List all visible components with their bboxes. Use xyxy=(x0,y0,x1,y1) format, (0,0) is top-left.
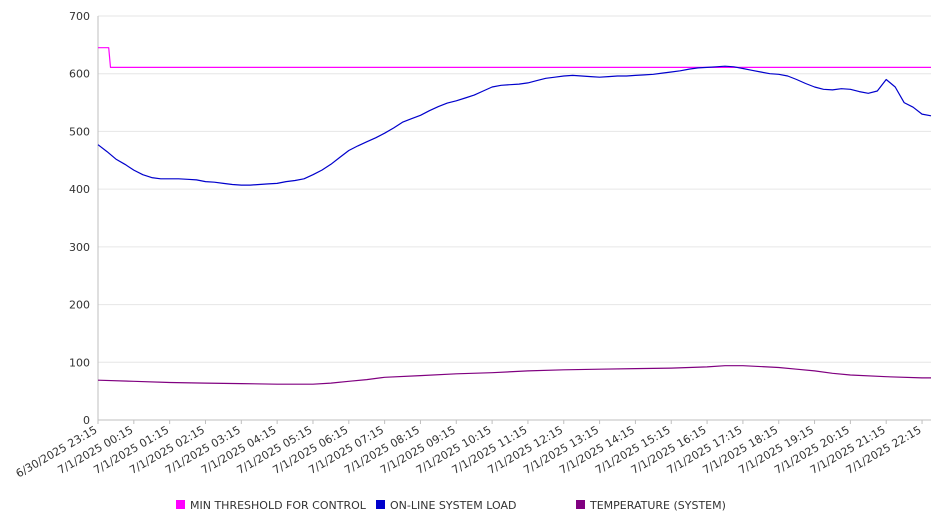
legend-swatch xyxy=(576,500,585,509)
legend-swatch xyxy=(176,500,185,509)
legend-label: ON-LINE SYSTEM LOAD xyxy=(390,499,516,512)
y-tick-label: 400 xyxy=(69,183,90,196)
series-line-2 xyxy=(97,365,931,385)
x-tick-labels: 6/30/2025 23:157/1/2025 00:157/1/2025 01… xyxy=(14,423,924,480)
legend-label: TEMPERATURE (SYSTEM) xyxy=(589,499,726,512)
series-lines xyxy=(97,47,932,385)
y-tick-label: 0 xyxy=(83,414,90,427)
series-line-1 xyxy=(97,65,932,186)
grid-lines xyxy=(98,15,931,363)
y-tick-labels: 0 100 200 300 400 500 600 700 xyxy=(69,10,90,427)
y-tick-label: 600 xyxy=(69,68,90,81)
series-line-0 xyxy=(98,47,931,68)
legend-label: MIN THRESHOLD FOR CONTROL xyxy=(190,499,367,512)
y-tick-label: 500 xyxy=(69,125,90,138)
axes xyxy=(97,16,931,424)
legend-swatch xyxy=(376,500,385,509)
y-tick-label: 300 xyxy=(69,241,90,254)
legend: MIN THRESHOLD FOR CONTROL ON-LINE SYSTEM … xyxy=(176,499,726,512)
y-tick-label: 100 xyxy=(69,356,90,369)
y-tick-label: 700 xyxy=(69,10,90,23)
y-tick-label: 200 xyxy=(69,299,90,312)
